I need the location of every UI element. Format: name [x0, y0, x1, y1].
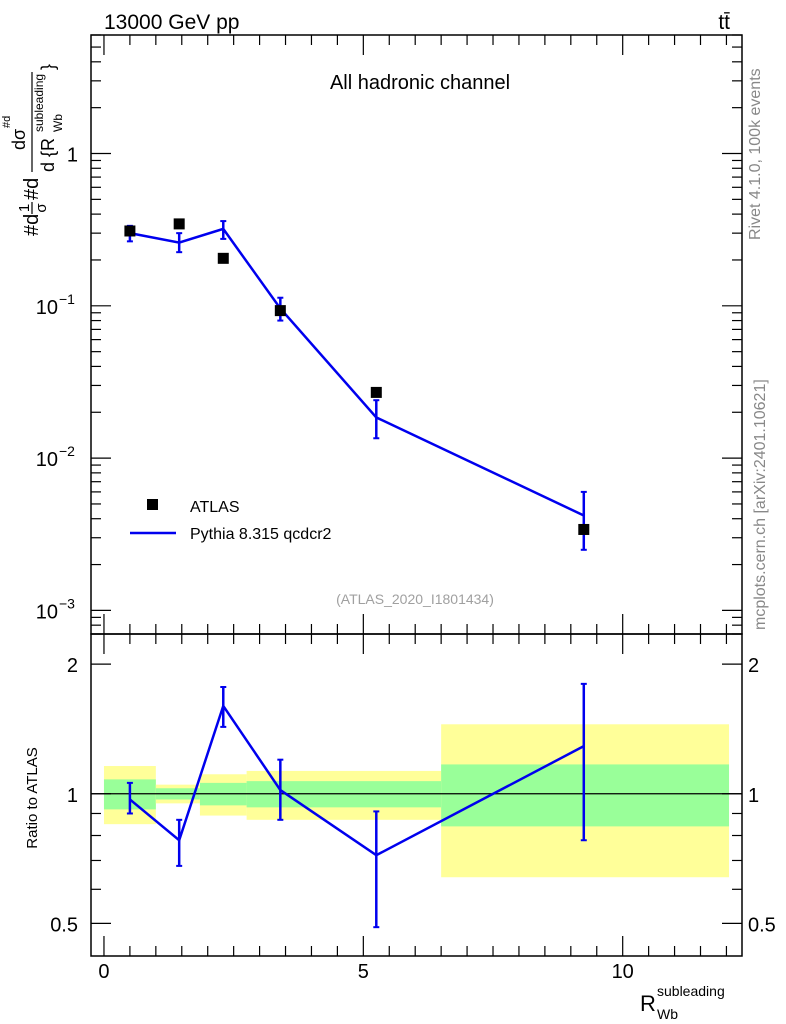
- main-y-axis-label: #d 1 σ #d dσ #d d {R Wb subleading }: [1, 64, 65, 236]
- main-panel: 10 −310 −210 −11 All hadronic channel (ATLA…: [1, 34, 743, 635]
- ylabel-den-pre: d {R: [38, 138, 58, 172]
- chart-title: All hadronic channel: [330, 72, 510, 94]
- main-y-tick-labels: 10 −310 −210 −11: [36, 145, 78, 624]
- x-tick-label: 5: [358, 961, 369, 983]
- legend-atlas-marker: [147, 499, 158, 510]
- ratio-series-line: [129, 703, 585, 857]
- legend: ATLAS Pythia 8.315 qcdcr2: [130, 499, 332, 543]
- ratio-y-tick-label-right: 0.5: [748, 914, 776, 936]
- main-y-tick-label: 10: [36, 449, 58, 471]
- ratio-error-bars: [126, 682, 587, 929]
- main-y-tick-exponent: −3: [59, 595, 75, 611]
- main-y-tick-label: 10: [36, 297, 58, 319]
- legend-atlas-label: ATLAS: [190, 499, 240, 516]
- energy-label: 13000 GeV pp: [104, 11, 239, 34]
- ratio-y-tick-label-right: 1: [748, 785, 759, 807]
- ylabel-den-post: }: [38, 64, 58, 70]
- main-frame: [90, 34, 743, 635]
- atlas-data-point: [370, 386, 382, 398]
- atlas-data-point: [578, 523, 590, 535]
- main-axis-ticks: [91, 34, 742, 635]
- main-y-tick-label: 10: [36, 601, 58, 623]
- x-tick-labels: 0 5 10: [98, 961, 633, 983]
- ratio-y-tick-label-left: 0.5: [50, 914, 78, 936]
- xlabel-sub: Wb: [657, 1006, 678, 1022]
- analysis-label: (ATLAS_2020_I1801434): [336, 591, 494, 607]
- atlas-data-point: [124, 225, 136, 237]
- atlas-data-point: [217, 252, 229, 264]
- ratio-panel: 0.5 0.5 1 1 2 2 0 5 10 Ratio to ATLAS R Wb subl…: [24, 633, 776, 1022]
- xlabel-main: R: [640, 991, 656, 1016]
- atlas-markers: [124, 218, 590, 535]
- ylabel-frac-den: σ: [33, 203, 50, 213]
- mcplots-label: mcplots.cern.ch [arXiv:2401.10621]: [752, 379, 769, 630]
- ratio-uncertainty-bands: [103, 724, 730, 878]
- atlas-data-point: [173, 218, 185, 230]
- ratio-band-green: [441, 764, 730, 827]
- process-label: tt̄: [718, 11, 730, 34]
- ratio-frame: [90, 633, 743, 957]
- ratio-y-tick-labels: 0.5 0.5 1 1 2 2: [50, 655, 776, 936]
- ylabel-den-sub: Wb: [51, 114, 65, 132]
- ylabel-frac-num: 1: [16, 204, 33, 212]
- legend-pythia-label: Pythia 8.315 qcdcr2: [190, 526, 332, 543]
- x-axis-label: R Wb subleading: [640, 983, 725, 1022]
- ylabel-big-num: dσ: [9, 129, 29, 150]
- x-tick-label: 10: [612, 961, 634, 983]
- ylabel-pre: #d: [21, 214, 43, 236]
- ylabel-mid: #d: [21, 178, 43, 200]
- ratio-y-axis-label: Ratio to ATLAS: [24, 747, 41, 848]
- ylabel-den-sup: subleading: [32, 74, 46, 132]
- ratio-y-tick-label-left: 2: [67, 655, 78, 677]
- ratio-y-tick-label-right: 2: [748, 655, 759, 677]
- main-y-tick-label: 1: [67, 145, 78, 167]
- pythia-series-line: [129, 227, 585, 517]
- atlas-data-point: [274, 305, 286, 317]
- ylabel-big-num-sup: #d: [1, 116, 13, 128]
- main-y-tick-exponent: −2: [59, 443, 75, 459]
- x-tick-label: 0: [98, 961, 109, 983]
- xlabel-sup: subleading: [657, 983, 725, 999]
- main-y-tick-exponent: −1: [59, 291, 75, 307]
- ratio-axis-ticks: [91, 634, 742, 956]
- ratio-y-tick-label-left: 1: [67, 785, 78, 807]
- rivet-label: Rivet 4.1.0, 100k events: [747, 68, 764, 240]
